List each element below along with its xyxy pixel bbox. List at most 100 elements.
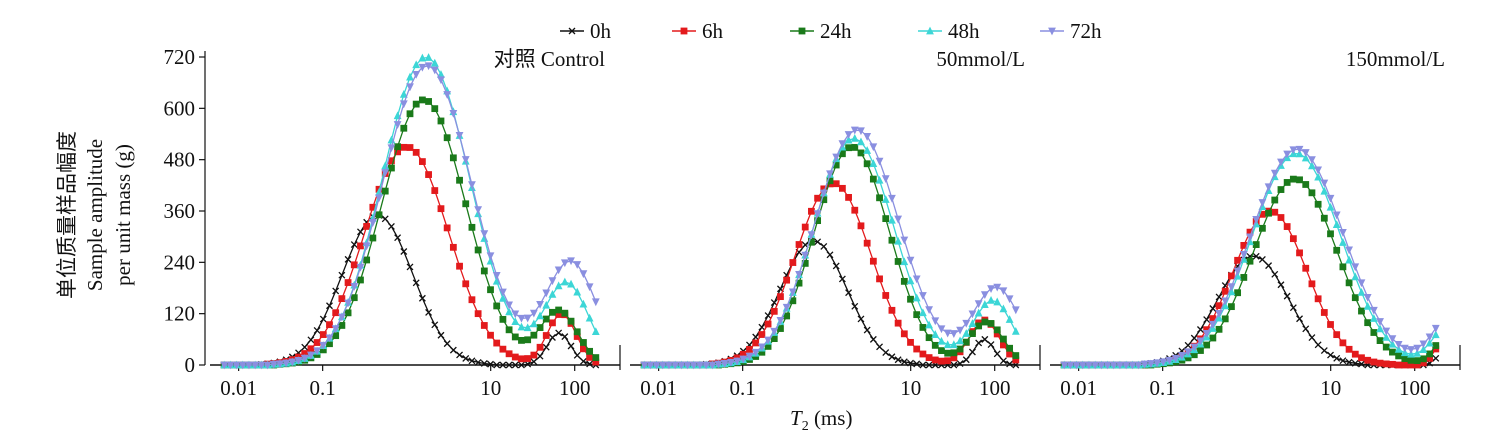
data-point <box>381 169 390 177</box>
data-point <box>820 196 828 204</box>
data-point <box>1338 228 1347 237</box>
data-point <box>406 144 414 151</box>
data-point <box>1339 263 1347 271</box>
data-point <box>388 164 395 172</box>
data-point <box>733 357 742 366</box>
data-point <box>850 133 859 142</box>
data-point <box>474 310 482 318</box>
data-point <box>826 177 834 185</box>
panel-title: 对照 Control <box>494 47 606 71</box>
data-point <box>326 340 333 348</box>
data-point <box>375 194 383 203</box>
data-point <box>1345 279 1353 287</box>
data-point <box>1357 287 1366 296</box>
data-point <box>350 241 358 249</box>
data-point <box>999 304 1008 313</box>
data-point <box>381 161 390 170</box>
data-point <box>900 236 909 245</box>
data-point <box>523 314 532 323</box>
y-tick-label: 360 <box>164 199 196 223</box>
data-point <box>894 356 902 364</box>
data-point <box>1302 181 1310 188</box>
data-point <box>950 354 958 362</box>
data-point <box>487 286 494 294</box>
data-point <box>1283 179 1291 186</box>
data-point <box>850 126 859 135</box>
data-point <box>1246 257 1254 265</box>
data-point <box>1005 315 1014 323</box>
data-point <box>814 194 822 202</box>
data-point <box>863 160 871 168</box>
data-point <box>1413 348 1422 357</box>
y-tick-label: 480 <box>164 148 196 172</box>
data-point <box>1431 324 1440 333</box>
data-point <box>956 360 964 367</box>
data-point <box>1190 334 1198 342</box>
legend-label: 6h <box>702 19 724 43</box>
data-point <box>375 211 383 219</box>
data-point <box>782 303 791 312</box>
data-point <box>1202 330 1211 338</box>
data-point <box>875 157 884 166</box>
data-point <box>220 361 229 370</box>
data-point <box>974 308 983 317</box>
data-point <box>499 361 507 369</box>
data-point <box>1333 354 1341 362</box>
data-point <box>646 361 655 370</box>
series-6h <box>1060 207 1440 369</box>
data-point <box>332 287 340 295</box>
data-point <box>337 313 346 322</box>
data-point <box>1327 230 1334 238</box>
data-point <box>999 357 1007 365</box>
data-point <box>567 342 575 350</box>
data-point <box>857 222 865 230</box>
data-point <box>443 224 451 232</box>
data-point <box>956 345 964 353</box>
data-point <box>913 311 921 319</box>
data-point <box>1277 214 1285 221</box>
panel-1: 0.01 0.1 10 100 对照 Control <box>210 47 621 400</box>
y-tick-label: 120 <box>164 302 196 326</box>
data-point <box>876 343 884 351</box>
data-point <box>894 319 902 327</box>
data-point <box>1426 354 1434 362</box>
data-point <box>518 361 525 369</box>
data-point <box>882 349 890 357</box>
data-point <box>505 350 513 358</box>
data-point <box>1314 166 1323 175</box>
data-point <box>492 276 501 285</box>
data-point <box>400 248 408 255</box>
panel-title: 150mmol/L <box>1346 47 1445 71</box>
data-point <box>702 361 711 370</box>
data-point <box>1209 315 1217 322</box>
data-point <box>1221 297 1230 306</box>
data-point <box>1308 161 1316 170</box>
data-point <box>1425 338 1434 347</box>
data-point <box>1413 357 1421 365</box>
legend: 0h 6h 24h 48h 72h <box>560 19 1102 43</box>
data-point <box>580 339 587 346</box>
data-point <box>357 242 364 250</box>
data-point <box>326 321 333 329</box>
data-point <box>1153 359 1162 368</box>
data-point <box>783 276 791 284</box>
data-point <box>943 340 952 349</box>
data-point <box>1364 319 1372 327</box>
data-point <box>1333 246 1341 254</box>
data-point <box>461 156 470 164</box>
data-point <box>344 255 352 263</box>
data-point <box>530 331 538 339</box>
data-point <box>1203 326 1211 334</box>
data-point <box>764 343 772 350</box>
data-point <box>881 195 890 203</box>
series-0h <box>1060 252 1440 369</box>
data-point <box>1227 287 1236 296</box>
data-point <box>814 238 822 246</box>
data-point <box>1078 361 1087 370</box>
data-point <box>1252 241 1260 248</box>
data-point <box>393 121 402 129</box>
data-point <box>325 334 334 343</box>
data-point <box>573 261 582 269</box>
data-point <box>1364 356 1372 364</box>
data-point <box>1196 337 1205 346</box>
